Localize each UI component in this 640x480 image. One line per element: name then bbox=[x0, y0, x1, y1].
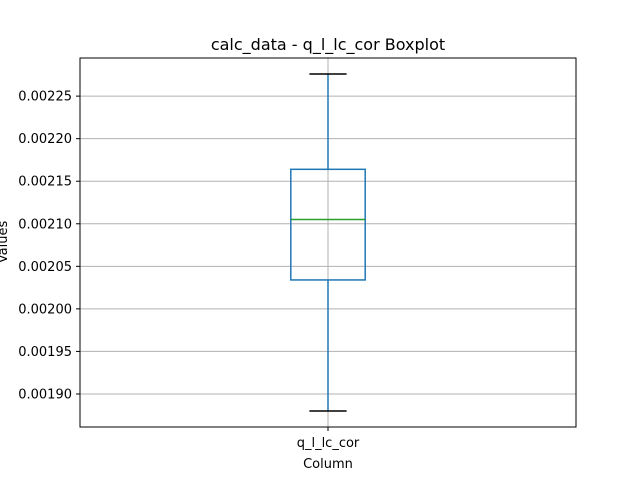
y-tick-label: 0.00200 bbox=[18, 302, 72, 317]
x-axis-label: Column bbox=[303, 457, 353, 472]
x-tick-label: q_l_lc_cor bbox=[297, 436, 360, 451]
y-tick-label: 0.00225 bbox=[18, 90, 72, 105]
chart-title: calc_data - q_l_lc_cor Boxplot bbox=[211, 35, 445, 55]
y-tick-label: 0.00220 bbox=[18, 132, 72, 147]
grid-lines bbox=[80, 58, 576, 427]
y-axis-label: Values bbox=[0, 221, 11, 264]
y-axis-ticks: 0.00190 0.00195 0.00200 0.00205 0.00210 0.002… bbox=[18, 90, 80, 402]
y-tick-label: 0.00195 bbox=[18, 345, 72, 360]
y-tick-label: 0.00210 bbox=[18, 217, 72, 232]
y-tick-label: 0.00190 bbox=[18, 387, 72, 402]
y-tick-label: 0.00205 bbox=[18, 260, 72, 275]
y-tick-label: 0.00215 bbox=[18, 175, 72, 190]
box-group bbox=[290, 73, 366, 412]
iqr-box bbox=[290, 168, 366, 281]
x-axis-ticks: q_l_lc_cor bbox=[297, 427, 360, 451]
